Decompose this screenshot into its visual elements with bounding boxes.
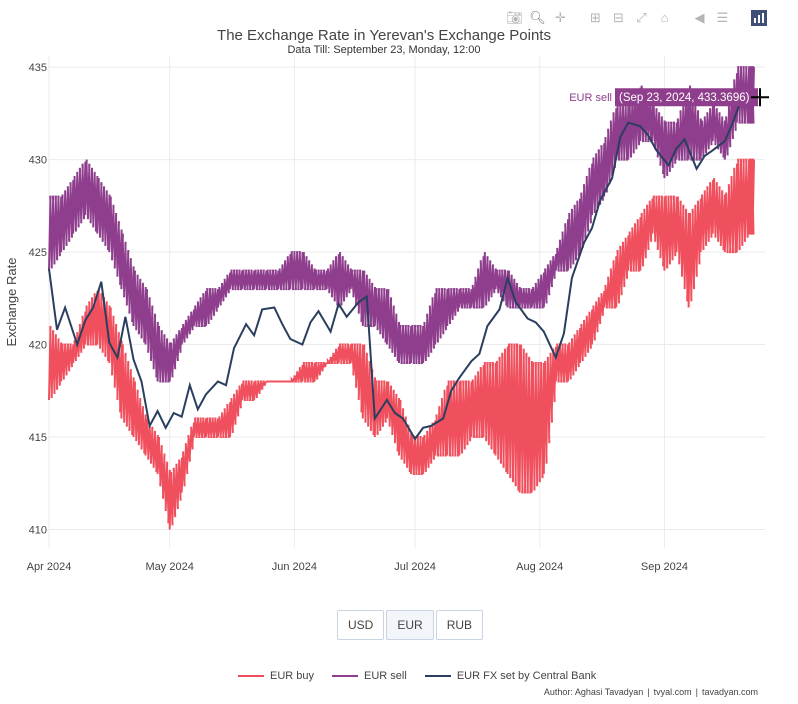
currency-button-group: USD EUR RUB <box>337 610 485 640</box>
tooltip-text: (Sep 23, 2024, 433.3696) <box>619 92 750 104</box>
legend-label-eur-sell: EUR sell <box>364 670 407 682</box>
rub-button[interactable]: RUB <box>435 610 484 640</box>
credits-site-1: tvyal.com <box>653 687 692 697</box>
legend-swatch-eur-sell <box>332 675 359 677</box>
zoom-icon[interactable]: 🔍︎ <box>529 9 546 25</box>
tooltip-box <box>615 88 758 107</box>
legend-item-eur-sell[interactable]: EUR sell <box>332 670 407 682</box>
x-tick-label: Jul 2024 <box>394 561 436 573</box>
y-tick-label: 420 <box>29 340 47 352</box>
zoom-out-icon[interactable]: ⊟ <box>613 9 624 25</box>
x-tick-label: May 2024 <box>146 561 194 573</box>
legend-label-eur-cb: EUR FX set by Central Bank <box>456 670 597 682</box>
eur-button[interactable]: EUR <box>386 610 434 640</box>
legend-swatch-eur-cb <box>424 675 451 677</box>
credits-site-2: tavadyan.com <box>701 687 758 697</box>
y-axis-title: Exchange Rate <box>4 258 19 347</box>
credits: Author: Aghasi Tavadyan | tvyal.com | tavady… <box>543 687 758 697</box>
usd-button[interactable]: USD <box>337 610 385 640</box>
legend-item-eur-buy[interactable]: EUR buy <box>238 670 314 682</box>
series-eur-fx-set-by-central-bank[interactable] <box>48 99 754 441</box>
legend: EUR buy EUR sell EUR FX set by Central B… <box>238 670 596 682</box>
reset-axes-icon[interactable]: ⌂ <box>660 10 669 25</box>
y-tick-label: 410 <box>29 525 47 537</box>
x-tick-label: Sep 2024 <box>641 561 688 573</box>
y-tick-label: 425 <box>29 247 47 259</box>
x-tick-label: Aug 2024 <box>516 561 563 573</box>
series-eur-buy[interactable] <box>48 158 755 530</box>
y-tick-label: 430 <box>29 155 47 167</box>
compare-hover-icon[interactable]: ☰ <box>716 9 729 25</box>
camera-icon[interactable]: 📷︎ <box>506 9 523 25</box>
x-tick-label: Jun 2024 <box>272 561 317 573</box>
chart-area[interactable]: 410 415 420 425 430 435 Apr 2024 May 2024 Jun 20… <box>0 0 798 600</box>
credits-author: Author: Aghasi Tavadyan <box>543 687 644 697</box>
chart-title: The Exchange Rate in Yerevan's Exchange … <box>217 27 551 44</box>
tooltip-series-label: EUR sell <box>569 92 612 104</box>
plotly-logo-icon[interactable] <box>748 8 770 27</box>
autoscale-icon[interactable]: ⤢ <box>636 9 647 25</box>
legend-label-eur-buy: EUR buy <box>270 670 315 682</box>
x-tick-label: Apr 2024 <box>27 561 72 573</box>
chart-subtitle: Data Till: September 23, Monday, 12:00 <box>287 44 481 56</box>
legend-swatch-eur-buy <box>238 675 264 677</box>
pan-icon[interactable]: ✛ <box>555 9 566 25</box>
y-tick-label: 415 <box>29 432 47 444</box>
modebar: 📷︎ 🔍︎ ✛ ⊞ ⊟ ⤢ ⌂ ◀ ☰ <box>505 8 770 27</box>
y-tick-label: 435 <box>29 62 47 74</box>
spike-lines-icon[interactable]: ◀ <box>694 9 705 25</box>
zoom-in-icon[interactable]: ⊞ <box>590 9 601 25</box>
legend-item-eur-cb[interactable]: EUR FX set by Central Bank <box>424 670 597 682</box>
